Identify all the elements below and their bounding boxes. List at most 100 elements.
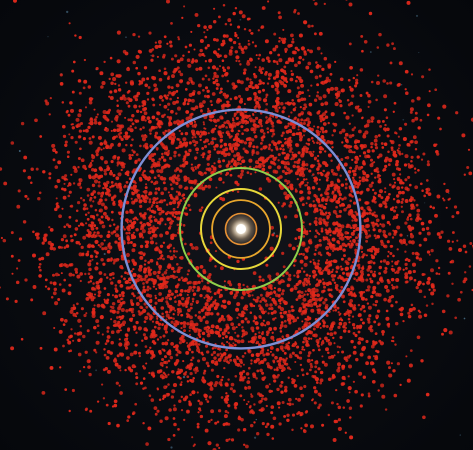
asteroid-dot xyxy=(242,115,246,119)
asteroid-dot xyxy=(254,298,259,303)
asteroid-dot xyxy=(310,295,314,299)
asteroid-dot xyxy=(307,304,311,307)
asteroid-dot xyxy=(365,278,369,282)
asteroid-dot xyxy=(426,162,431,167)
asteroid-dot xyxy=(404,122,408,126)
asteroid-dot xyxy=(274,87,279,92)
asteroid-dot xyxy=(336,233,341,238)
asteroid-dot xyxy=(204,86,209,90)
asteroid-dot xyxy=(290,305,294,309)
asteroid-dot xyxy=(352,331,356,335)
asteroid-dot xyxy=(278,36,281,40)
asteroid-dot xyxy=(148,176,151,179)
asteroid-dot xyxy=(334,86,339,91)
asteroid-dot xyxy=(122,94,126,98)
asteroid-dot xyxy=(283,388,288,393)
asteroid-dot xyxy=(319,378,324,383)
asteroid-dot xyxy=(175,353,179,357)
asteroid-dot xyxy=(78,129,83,133)
asteroid-dot xyxy=(192,326,196,331)
asteroid-dot xyxy=(156,111,161,116)
asteroid-dot xyxy=(106,249,111,254)
asteroid-dot xyxy=(70,135,74,140)
asteroid-dot xyxy=(318,143,321,146)
asteroid-dot xyxy=(293,274,296,277)
asteroid-dot xyxy=(395,285,399,289)
asteroid-dot xyxy=(355,278,359,282)
asteroid-dot xyxy=(368,229,371,232)
asteroid-dot xyxy=(316,231,319,235)
asteroid-dot xyxy=(294,46,298,50)
asteroid-dot xyxy=(167,75,171,78)
asteroid-dot xyxy=(139,381,144,385)
asteroid-dot xyxy=(344,235,347,239)
asteroid-dot xyxy=(242,147,246,151)
asteroid-dot xyxy=(16,267,19,270)
asteroid-dot xyxy=(388,373,393,378)
asteroid-dot xyxy=(358,129,362,134)
asteroid-dot xyxy=(348,330,351,333)
asteroid-dot xyxy=(309,303,314,308)
asteroid-dot xyxy=(100,148,103,151)
asteroid-dot xyxy=(171,214,175,217)
asteroid-dot xyxy=(338,228,343,232)
asteroid-dot xyxy=(376,170,380,174)
asteroid-dot xyxy=(294,341,297,344)
asteroid-dot xyxy=(392,177,396,181)
asteroid-dot xyxy=(131,153,134,157)
asteroid-dot xyxy=(394,271,397,274)
asteroid-dot xyxy=(203,171,207,175)
asteroid-dot xyxy=(275,147,279,151)
asteroid-dot xyxy=(335,266,339,270)
asteroid-dot xyxy=(159,136,162,139)
asteroid-dot xyxy=(283,165,288,169)
asteroid-dot xyxy=(193,120,197,123)
asteroid-dot xyxy=(93,120,98,125)
asteroid-dot xyxy=(300,118,304,122)
asteroid-dot xyxy=(352,326,356,330)
asteroid-dot xyxy=(95,255,98,258)
asteroid-dot xyxy=(159,419,163,424)
asteroid-dot xyxy=(302,134,306,137)
asteroid-dot xyxy=(436,232,441,236)
asteroid-dot xyxy=(164,223,167,226)
asteroid-dot xyxy=(408,276,413,281)
asteroid-dot xyxy=(92,200,95,203)
asteroid-dot xyxy=(176,66,180,70)
asteroid-dot xyxy=(228,125,233,129)
asteroid-dot xyxy=(329,72,333,76)
asteroid-dot xyxy=(162,53,166,57)
asteroid-dot xyxy=(188,333,192,336)
asteroid-dot xyxy=(288,402,292,406)
asteroid-dot xyxy=(61,207,64,210)
asteroid-dot xyxy=(344,244,348,248)
asteroid-dot xyxy=(283,191,288,196)
asteroid-dot xyxy=(168,349,171,352)
asteroid-dot xyxy=(126,340,129,344)
asteroid-dot xyxy=(91,155,96,159)
asteroid-dot xyxy=(272,416,277,421)
asteroid-dot xyxy=(121,294,125,298)
asteroid-dot xyxy=(191,350,194,354)
asteroid-dot xyxy=(174,289,179,294)
asteroid-dot xyxy=(333,419,337,424)
asteroid-dot xyxy=(261,341,265,345)
asteroid-dot xyxy=(250,359,253,362)
asteroid-dot xyxy=(347,242,351,246)
asteroid-dot xyxy=(195,147,200,152)
asteroid-dot xyxy=(22,220,27,224)
asteroid-dot xyxy=(207,107,210,111)
asteroid-dot xyxy=(165,296,169,300)
asteroid-dot xyxy=(122,320,127,325)
asteroid-dot xyxy=(206,162,210,166)
asteroid-dot xyxy=(68,182,72,187)
asteroid-dot xyxy=(441,332,444,336)
asteroid-dot xyxy=(176,263,179,266)
asteroid-dot xyxy=(351,261,355,264)
asteroid-dot xyxy=(214,250,218,253)
asteroid-dot xyxy=(456,239,459,242)
asteroid-dot xyxy=(145,183,148,186)
asteroid-dot xyxy=(184,212,189,216)
asteroid-dot xyxy=(117,320,121,324)
